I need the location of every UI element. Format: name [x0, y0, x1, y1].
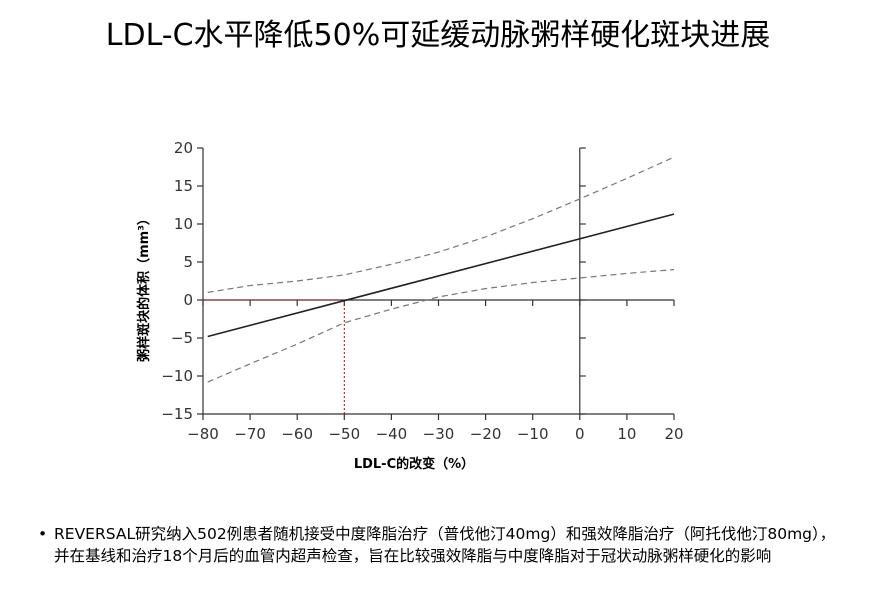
- x-tick-label: −70: [234, 425, 266, 443]
- confidence-band-line-2: [207, 156, 675, 293]
- y-tick-label: 15: [174, 177, 193, 195]
- bullet-symbol: •: [38, 525, 48, 543]
- x-tick-label: −80: [187, 425, 219, 443]
- y-tick-label: −10: [161, 367, 193, 385]
- x-tick-label: −20: [470, 425, 502, 443]
- x-tick-label: 0: [575, 425, 585, 443]
- x-tick-label: −10: [517, 425, 549, 443]
- x-tick-label: 20: [664, 425, 683, 443]
- y-tick-label: 0: [183, 291, 193, 309]
- page-title: LDL-C水平降低50%可延缓动脉粥样硬化斑块进展: [105, 18, 771, 53]
- x-tick-label: −30: [423, 425, 455, 443]
- regression-line-1: [207, 213, 675, 338]
- y-tick-label: 5: [183, 253, 193, 271]
- y-tick-label: −5: [171, 329, 193, 347]
- y-tick-label: 10: [174, 215, 193, 233]
- x-tick-label: 10: [617, 425, 636, 443]
- bullet-point: • REVERSAL研究纳入502例患者随机接受中度降脂治疗（普伐他汀40mg）…: [38, 523, 838, 567]
- x-tick-label: −40: [376, 425, 408, 443]
- x-tick-label: −60: [281, 425, 313, 443]
- y-tick-label: 20: [174, 139, 193, 157]
- confidence-band-line-3: [207, 269, 675, 383]
- chart-marks: [203, 156, 675, 414]
- bullet-text: REVERSAL研究纳入502例患者随机接受中度降脂治疗（普伐他汀40mg）和强…: [54, 525, 836, 565]
- y-axis-label: 粥样斑块的体积（mm³）: [136, 212, 152, 362]
- x-axis-label: LDL-C的改变（%）: [354, 456, 474, 472]
- y-tick-label: −15: [161, 405, 193, 423]
- x-tick-label: −50: [328, 425, 360, 443]
